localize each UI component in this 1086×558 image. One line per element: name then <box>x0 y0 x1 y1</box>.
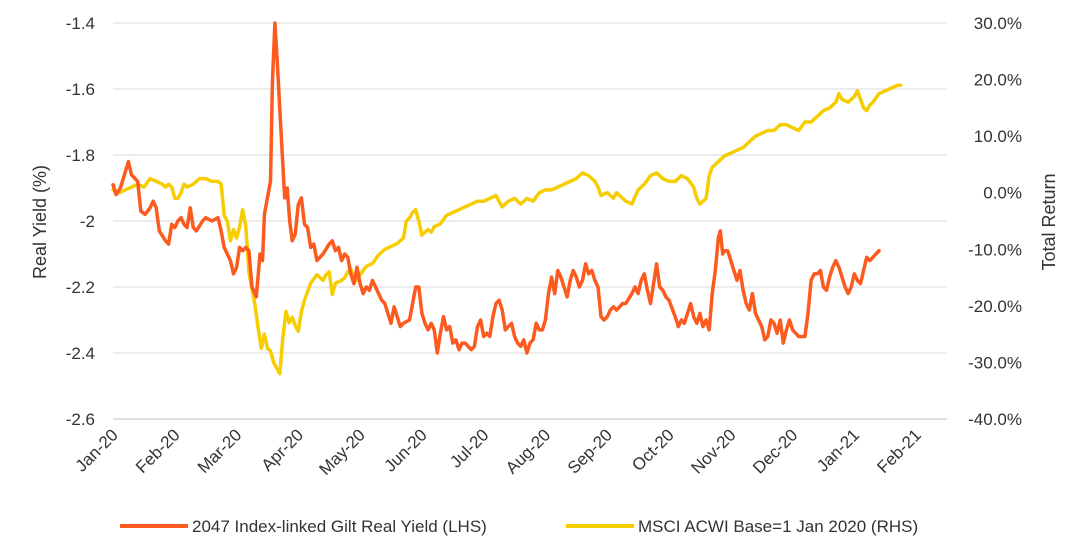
y-tick-label: -2.4 <box>66 344 95 363</box>
x-tick-label: Nov-20 <box>687 425 739 477</box>
y2-tick-label: 10.0% <box>974 127 1022 146</box>
x-tick-label: Feb-20 <box>132 425 184 477</box>
y2-tick-label: 30.0% <box>974 14 1022 33</box>
y2-tick-label: -10.0% <box>968 240 1022 259</box>
y2-tick-label: 20.0% <box>974 71 1022 90</box>
y-tick-label: -2.6 <box>66 410 95 429</box>
y2-tick-label: -40.0% <box>968 410 1022 429</box>
x-tick-label: Feb-21 <box>873 425 925 477</box>
series-lines <box>111 21 903 376</box>
left-axis-tick-labels: -1.4 -1.6 -1.8 -2 -2.2 -2.4 -2.6 <box>66 14 95 429</box>
x-tick-label: Jan-21 <box>813 425 863 475</box>
legend-label-gilt: 2047 Index-linked Gilt Real Yield (LHS) <box>192 517 487 536</box>
x-tick-label: Dec-20 <box>749 425 801 477</box>
x-tick-label: Jul-20 <box>446 425 492 471</box>
gridlines <box>113 22 947 420</box>
y-tick-label: -2 <box>80 212 95 231</box>
y2-tick-label: -30.0% <box>968 353 1022 372</box>
x-tick-label: Apr-20 <box>258 425 308 475</box>
x-tick-label: May-20 <box>315 425 369 479</box>
x-tick-label: Jan-20 <box>72 425 122 475</box>
x-tick-label: Sep-20 <box>564 425 616 477</box>
right-axis-title: Total Return <box>1039 173 1059 270</box>
x-tick-label: Oct-20 <box>628 425 678 475</box>
legend-label-msci: MSCI ACWI Base=1 Jan 2020 (RHS) <box>638 517 918 536</box>
y-tick-label: -1.8 <box>66 146 95 165</box>
left-axis-title: Real Yield (%) <box>30 165 50 279</box>
y2-tick-label: -20.0% <box>968 297 1022 316</box>
series-line-msci-acwi <box>111 83 903 376</box>
legend: 2047 Index-linked Gilt Real Yield (LHS) … <box>120 517 918 536</box>
x-tick-label: Mar-20 <box>194 425 246 477</box>
x-tick-label: Aug-20 <box>502 425 554 477</box>
series-line-gilt-real-yield <box>111 21 881 355</box>
y-tick-label: -2.2 <box>66 278 95 297</box>
x-axis-tick-labels: Jan-20 Feb-20 Mar-20 Apr-20 May-20 Jun-20 Jul-… <box>72 425 925 479</box>
right-axis-tick-labels: 30.0% 20.0% 10.0% 0.0% -10.0% -20.0% -30.0% -40… <box>968 14 1022 429</box>
y-tick-label: -1.4 <box>66 14 95 33</box>
x-tick-label: Jun-20 <box>381 425 431 475</box>
y2-tick-label: 0.0% <box>983 184 1022 203</box>
y-tick-label: -1.6 <box>66 80 95 99</box>
